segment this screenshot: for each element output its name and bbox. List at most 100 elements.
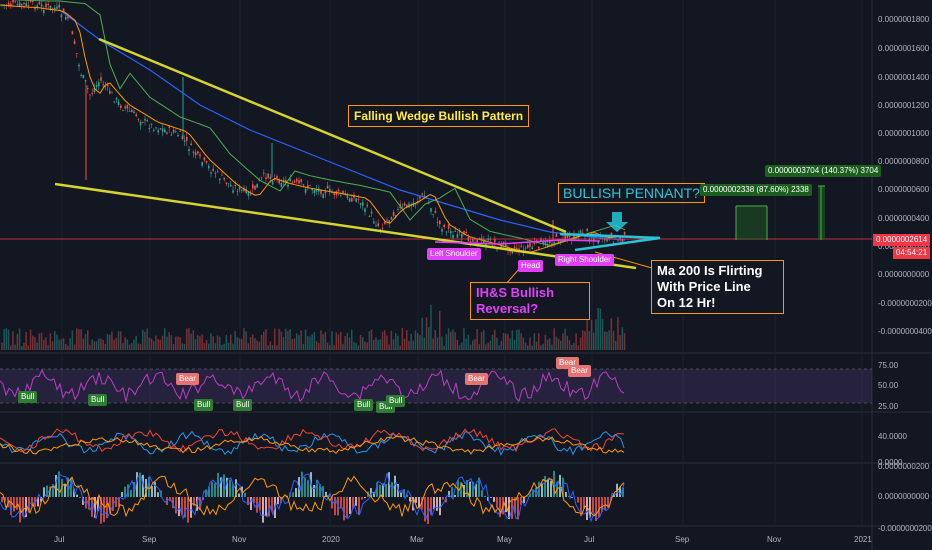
time-axis[interactable]: Jul Sep Nov 2020 Mar May Jul Sep Nov 2021	[54, 535, 872, 544]
candle-body	[406, 204, 408, 208]
volume-bar	[60, 339, 63, 350]
pennant-lines[interactable]	[559, 232, 661, 252]
candle-body	[51, 7, 54, 9]
volume-bar	[335, 332, 338, 350]
volume-bar	[38, 333, 41, 350]
volume-bar	[595, 319, 597, 350]
target1-label[interactable]: 0.0000002338 (87.60%) 2338	[700, 184, 812, 196]
volume-bar	[419, 335, 421, 350]
macd-bar	[229, 479, 231, 497]
macd-bar	[361, 497, 363, 500]
candle-body	[590, 237, 593, 239]
volume-bar	[49, 333, 52, 350]
candle-body	[326, 185, 329, 189]
candle-body	[610, 232, 613, 236]
macd-bar	[334, 497, 336, 516]
volume-bar	[362, 337, 364, 350]
volume-bar	[225, 335, 228, 350]
macd-bar	[370, 487, 372, 497]
candle-body	[201, 162, 203, 166]
macd-bar	[349, 497, 351, 514]
rsi-bull-signal: Bull	[386, 395, 406, 407]
macd-bar	[583, 497, 585, 509]
target-zone-1[interactable]	[736, 206, 767, 240]
candle-body	[181, 135, 184, 139]
candle-body	[540, 238, 542, 242]
candle-body	[293, 180, 296, 183]
candle-body	[544, 240, 547, 245]
candle-body	[340, 195, 342, 197]
candle-body	[384, 221, 386, 224]
macd-bar	[4, 497, 6, 502]
ihs-neckline	[434, 239, 601, 245]
macd-bar	[64, 483, 66, 497]
target2-label[interactable]: 0.0000003704 (140.37%) 3704	[765, 165, 882, 177]
time-label: Jul	[584, 535, 594, 544]
volume-bar	[168, 332, 170, 350]
volume-bar	[267, 345, 269, 350]
volume-bar	[342, 343, 344, 350]
macd-bar	[232, 483, 234, 497]
volume-bar	[619, 335, 621, 350]
candle-body	[148, 127, 151, 129]
macd-bar	[442, 497, 444, 500]
volume-bar	[443, 345, 445, 350]
volume-bar	[406, 329, 408, 350]
ma200-note-label[interactable]: Ma 200 Is Flirting With Price Line On 12…	[651, 260, 784, 314]
bullish-pennant-label[interactable]: BULLISH PENNANT?	[558, 183, 705, 203]
volume-bar	[430, 304, 432, 350]
candle-body	[491, 245, 494, 247]
candle-body	[368, 216, 371, 217]
candle-body	[100, 77, 102, 81]
candle-body	[38, 2, 41, 5]
falling-wedge-label[interactable]: Falling Wedge Bullish Pattern	[348, 105, 530, 127]
volume-bar	[56, 334, 58, 350]
macd-bar	[295, 488, 297, 497]
price-axis[interactable]: 0.0000001800 0.0000001600 0.0000001400 0.00…	[878, 15, 932, 336]
volume-bar	[472, 340, 474, 350]
wedge-lower-line[interactable]	[54, 182, 637, 270]
wedge-upper-line[interactable]	[98, 37, 567, 234]
volume-bar	[538, 333, 540, 350]
price-tick: -0.0000000400	[878, 327, 932, 336]
macd-bar	[271, 497, 273, 512]
volume-bar	[164, 328, 166, 350]
candle-body	[346, 194, 349, 199]
macd-bar	[589, 497, 591, 518]
candle-body	[439, 220, 441, 225]
volume-bar	[304, 329, 307, 350]
macd-bar	[571, 497, 573, 498]
volume-bar	[161, 335, 164, 350]
volume-bar	[3, 329, 5, 350]
volume-bar	[47, 344, 49, 350]
macd-bar	[136, 472, 138, 497]
candle-body	[10, 3, 12, 7]
candle-body	[192, 151, 195, 153]
ihs-reversal-label[interactable]: IH&S Bullish Reversal?	[470, 282, 590, 320]
volume-bar	[221, 344, 223, 350]
candle-body	[186, 136, 188, 141]
volume-bar	[175, 336, 177, 350]
volume-bar	[256, 340, 258, 350]
candle-body	[461, 233, 463, 238]
macd-histogram	[1, 470, 624, 524]
candle-body	[93, 88, 96, 92]
macd-bar	[490, 497, 492, 498]
head-tag: Head	[518, 260, 544, 272]
volume-bar	[190, 333, 192, 350]
candle-body	[232, 190, 234, 193]
candle-body	[337, 189, 340, 192]
macd-bar	[325, 491, 327, 497]
candle-body	[520, 245, 522, 247]
macd-bar	[316, 479, 318, 497]
volume-bar	[417, 333, 419, 350]
dmi-minus-line	[0, 428, 625, 453]
candle-body	[324, 191, 327, 194]
volume-bar	[553, 328, 555, 350]
volume-bar	[69, 338, 71, 350]
candle-body	[421, 193, 423, 195]
candle-body	[364, 208, 366, 212]
time-label: Nov	[232, 535, 246, 544]
macd-bar	[469, 481, 471, 497]
